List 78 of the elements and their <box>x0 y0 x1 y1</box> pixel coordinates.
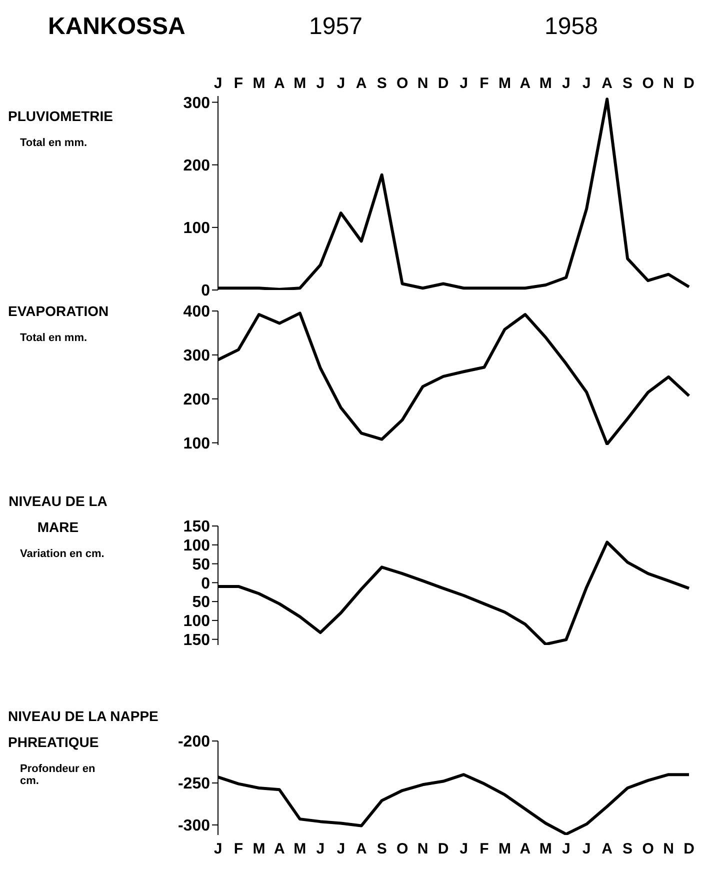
x-tick-label: D <box>684 75 695 92</box>
y-tick-label: 100 <box>183 435 210 452</box>
text: EVAPORATION <box>8 302 110 321</box>
y-tick-label: 300 <box>183 348 210 365</box>
x-tick-label: M <box>498 75 511 92</box>
x-tick-label: S <box>376 75 387 92</box>
x-tick-label: N <box>663 840 674 858</box>
x-tick-label: M <box>252 840 266 858</box>
chart-title: KANKOSSA <box>48 13 186 41</box>
x-tick-label: F <box>234 840 244 858</box>
y-tick-label: 50 <box>192 594 210 612</box>
line-series <box>216 312 690 445</box>
x-tick-label: O <box>642 75 654 92</box>
x-tick-label: O <box>396 75 408 92</box>
x-tick-label: A <box>602 840 613 858</box>
x-tick-label: M <box>294 75 306 92</box>
x-tick-label: N <box>417 840 428 858</box>
text: NIVEAU DE LA MARE <box>8 492 108 537</box>
text: 1957 <box>308 13 364 41</box>
x-tick-label: J <box>316 75 325 92</box>
y-tick-label: 300 <box>183 94 210 112</box>
x-tick-label: F <box>234 75 244 92</box>
x-tick-label: N <box>417 75 428 92</box>
x-tick-label: S <box>622 75 633 92</box>
x-tick-label: A <box>520 840 531 858</box>
y-axis-title: Total en mm. <box>19 137 88 149</box>
y-axis-title: Total en mm. <box>19 332 88 344</box>
y-tick-label: -250 <box>178 776 210 793</box>
text: NIVEAU DE LA NAPPE PHREATIQUE <box>8 708 158 750</box>
x-tick-label: S <box>622 840 633 858</box>
x-tick-label: M <box>252 75 266 92</box>
x-tick-label: M <box>294 840 306 858</box>
x-tick-label: M <box>539 840 552 858</box>
x-tick-label: F <box>480 75 489 92</box>
y-tick-label: -300 <box>178 818 210 835</box>
y-tick-label: 100 <box>183 220 210 238</box>
x-tick-label: O <box>642 840 654 858</box>
y-tick-label: 200 <box>183 158 210 175</box>
x-tick-label: J <box>460 840 468 858</box>
x-tick-label: J <box>336 75 346 92</box>
x-tick-label: F <box>480 840 489 858</box>
y-axis-title: Profondeur en cm. <box>19 763 96 787</box>
x-tick-label: M <box>498 840 511 858</box>
x-tick-label: A <box>520 75 531 92</box>
y-tick-label: 150 <box>183 518 210 536</box>
x-tick-label: N <box>663 75 674 92</box>
x-tick-label: J <box>582 75 591 92</box>
x-tick-label: A <box>274 840 286 858</box>
x-tick-label: A <box>356 75 367 92</box>
text: PLUVIOMETRIE <box>8 107 114 126</box>
y-tick-label: 50 <box>192 556 210 574</box>
x-tick-label: D <box>438 840 449 858</box>
y-tick-label: 100 <box>183 538 210 555</box>
x-tick-label: A <box>356 840 367 858</box>
text: 1958 <box>544 13 599 41</box>
y-tick-label: 0 <box>201 575 210 592</box>
x-tick-label: S <box>376 840 387 858</box>
y-tick-label: 100 <box>183 613 210 630</box>
x-tick-label: J <box>562 75 570 92</box>
x-tick-label: D <box>438 75 449 92</box>
x-tick-label: J <box>562 840 570 858</box>
y-tick-label: 150 <box>183 632 210 650</box>
x-tick-label: D <box>684 840 695 858</box>
x-tick-label: J <box>582 840 591 858</box>
x-tick-label: J <box>214 840 222 858</box>
y-tick-label: -200 <box>178 734 210 751</box>
y-tick-label: 400 <box>183 304 210 321</box>
y-axis-title: Variation en cm. <box>19 548 106 560</box>
x-tick-label: J <box>460 75 468 92</box>
y-tick-label: 200 <box>183 392 210 409</box>
x-tick-label: M <box>539 75 552 92</box>
x-tick-label: J <box>336 840 346 858</box>
x-tick-label: A <box>602 75 613 92</box>
x-tick-label: O <box>396 840 408 858</box>
x-tick-label: J <box>316 840 325 858</box>
x-tick-label: J <box>214 75 222 92</box>
y-tick-label: 0 <box>201 282 210 300</box>
x-tick-label: A <box>274 75 286 92</box>
